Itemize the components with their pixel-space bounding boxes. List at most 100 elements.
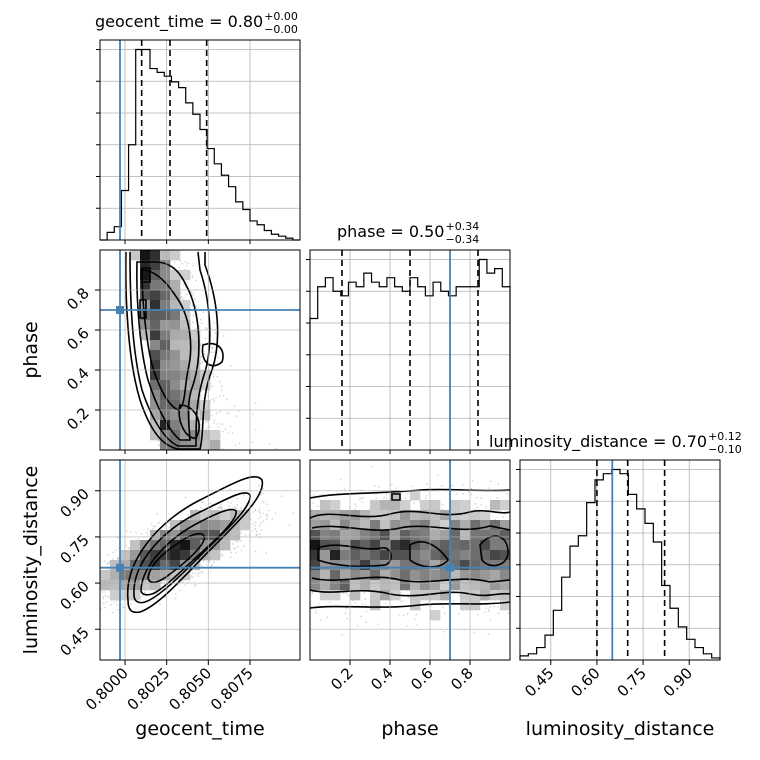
density-cell	[500, 600, 510, 611]
density-cell	[160, 420, 171, 431]
density-cell	[500, 580, 510, 591]
density-cell	[160, 300, 171, 311]
density-cell	[440, 560, 451, 571]
density-cell	[340, 580, 351, 591]
y-axis-label-luminosity_distance: luminosity_distance	[20, 466, 42, 655]
density-cell	[400, 580, 411, 591]
density-cell	[330, 570, 341, 581]
density-cell	[110, 590, 121, 601]
x-tick-label: 0.8050	[165, 664, 215, 714]
density-cell	[150, 250, 161, 261]
contour-line	[311, 525, 510, 531]
density-cell	[320, 530, 331, 541]
density-cell	[400, 530, 411, 541]
hist-panel-luminosity_distance: luminosity_distance = 0.70 +0.12−0.10	[489, 430, 742, 661]
density-cell	[320, 520, 331, 531]
density-cell	[440, 580, 451, 591]
contour-line	[125, 251, 219, 450]
density-cell	[170, 360, 181, 371]
density-cell	[150, 580, 161, 591]
density-cell	[470, 580, 481, 591]
density-cell	[150, 570, 161, 581]
density-cell	[180, 320, 191, 331]
density-cell	[110, 580, 121, 591]
density-cell	[440, 530, 451, 541]
density-cell	[380, 580, 391, 591]
density-cell	[150, 290, 161, 301]
panel-inner	[125, 250, 278, 450]
density-cell	[160, 260, 171, 271]
density-cell	[170, 530, 181, 541]
density-cell	[490, 570, 501, 581]
density-cell	[160, 440, 171, 450]
density-cell	[470, 540, 481, 551]
density-cell	[160, 350, 171, 361]
density-cell	[180, 330, 191, 341]
density-cell	[150, 350, 161, 361]
density-cell	[190, 540, 201, 551]
density-cell	[170, 350, 181, 361]
density-cell	[150, 330, 161, 341]
density-cell	[200, 370, 211, 381]
x-tick-label: 0.75	[614, 664, 650, 700]
density-cell	[390, 490, 401, 501]
panel-inner	[310, 460, 510, 636]
x-axis-label-geocent_time: geocent_time	[135, 718, 264, 740]
hist-panel-phase: phase = 0.50 +0.34−0.34	[306, 220, 511, 451]
density-cell	[410, 540, 421, 551]
density-cell	[420, 530, 431, 541]
density-cell	[360, 580, 371, 591]
density-cell	[170, 300, 181, 311]
density-cell	[460, 580, 471, 591]
density-cell	[190, 330, 201, 341]
density-cell	[330, 580, 341, 591]
y-tick-label: 0.6	[63, 324, 93, 354]
x-axis-label-luminosity_distance: luminosity_distance	[526, 718, 715, 740]
density-cell	[370, 550, 381, 561]
density-cell	[380, 550, 391, 561]
density-cell	[180, 410, 191, 421]
density-cell	[460, 500, 471, 511]
density-cell	[160, 400, 171, 411]
contour-line	[141, 267, 151, 283]
density-cell	[140, 310, 151, 321]
density-cell	[170, 570, 181, 581]
density-cell	[380, 540, 391, 551]
density-cell	[320, 550, 331, 561]
contour-line	[140, 508, 237, 596]
density-cell	[310, 580, 321, 591]
panel-title-luminosity_distance: luminosity_distance = 0.70	[489, 432, 707, 452]
density-cell	[130, 560, 141, 571]
density-cell	[470, 550, 481, 561]
x-tick-label: 0.4	[367, 664, 397, 694]
truth-marker	[116, 306, 124, 314]
density-cell	[480, 540, 491, 551]
density-cell	[310, 550, 321, 561]
density-cell	[230, 530, 241, 541]
density-cell	[500, 540, 510, 551]
density-cell	[430, 550, 441, 561]
density-cell	[330, 520, 341, 531]
density-cell	[200, 430, 211, 441]
title-plus: +0.34	[445, 220, 479, 233]
density-cell	[190, 400, 201, 411]
panel-frame	[519, 459, 721, 661]
density-cell	[430, 510, 441, 521]
density-cell	[180, 430, 191, 441]
density-cell	[350, 530, 361, 541]
panel-frame	[309, 249, 511, 451]
density-cell	[440, 570, 451, 581]
density-cell	[330, 590, 341, 601]
density-cell	[190, 420, 201, 431]
density-cell	[380, 570, 391, 581]
density-cell	[420, 550, 431, 561]
density-cell	[190, 350, 201, 361]
density-cell	[150, 420, 161, 431]
density-cell	[200, 530, 211, 541]
density-cell	[140, 270, 151, 281]
density-cell	[370, 510, 381, 521]
density-cell	[420, 520, 431, 531]
density-cell	[210, 530, 221, 541]
contour-line	[201, 343, 224, 367]
density-cell	[480, 560, 491, 571]
